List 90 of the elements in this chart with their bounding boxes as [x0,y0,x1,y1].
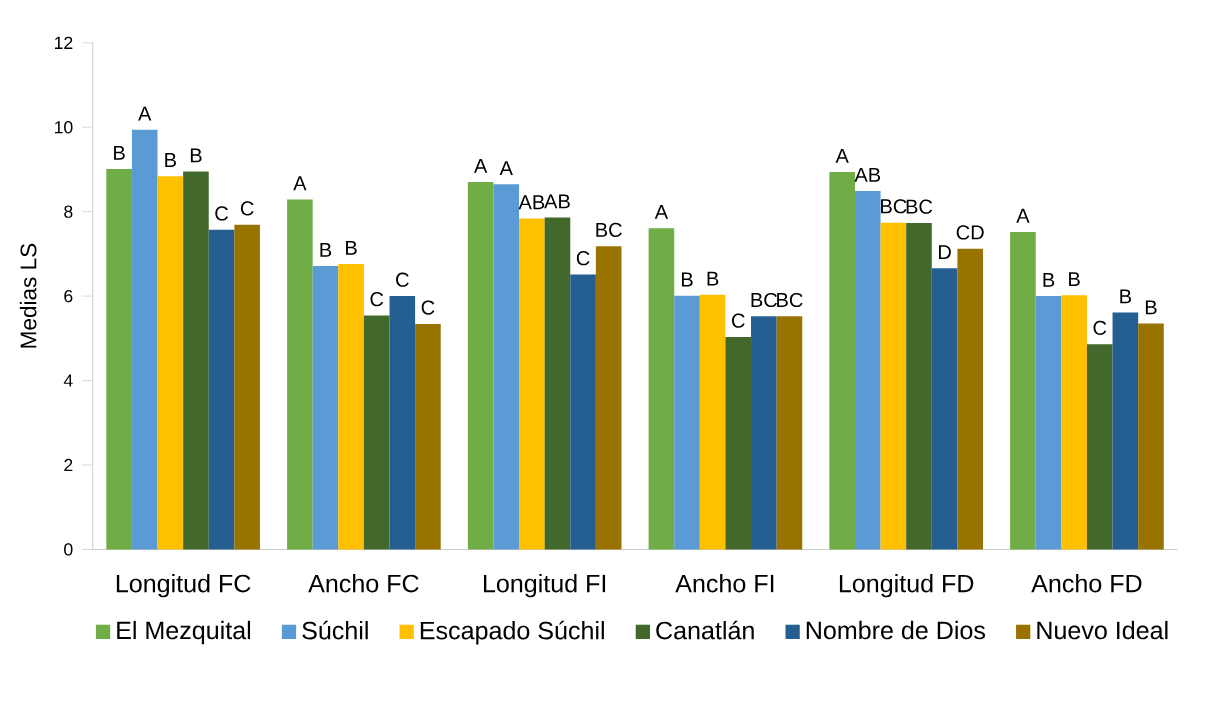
data-label: CD [956,225,984,240]
y-tick-label: 0 [64,543,73,556]
bar [957,249,983,550]
data-label: C [396,272,409,288]
data-label: C [576,251,590,266]
bar [338,264,364,550]
bar [854,191,881,550]
legend-label: Súchil [302,620,368,640]
data-label: BC [751,293,778,308]
data-label: B [707,271,719,286]
bar [776,316,803,550]
data-label: C [732,313,745,328]
data-label: A [138,106,152,121]
bar [415,324,441,550]
data-label: B [681,272,693,287]
bar [880,222,907,550]
bar [751,316,777,550]
data-label: A [654,205,669,220]
y-tick-label: 12 [55,36,73,50]
bar [234,224,260,550]
data-label: C [1093,320,1107,336]
data-label: C [215,206,229,221]
bar [1086,344,1113,550]
data-label: A [473,159,488,174]
bar [287,199,313,550]
x-tick-label: Longitud FD [839,574,974,598]
data-label: C [240,201,254,216]
data-label: C [370,292,384,307]
y-axis-title: Medias LS [19,244,37,348]
bar [1010,232,1036,550]
bar [363,315,390,550]
bar [699,295,726,550]
data-label: B [1069,272,1080,287]
legend-label: Nuevo Ideal [1037,621,1168,640]
x-tick-label: Longitud FC [116,574,251,598]
bar [570,274,596,550]
data-label: B [1145,300,1157,315]
x-tick-label: Ancho FD [1031,574,1142,593]
legend-label: Canatlán [656,620,754,640]
bar [544,217,571,550]
bar [674,295,700,550]
data-label: BC [881,199,907,214]
legend-label: Escapado Súchil [420,620,604,645]
bar [1061,295,1087,550]
bar [1035,296,1062,550]
data-label: B [1120,289,1131,304]
bar [1138,323,1164,550]
legend-label: El Mezquital [117,621,251,645]
y-tick-label: 4 [63,374,73,387]
bar [389,296,416,550]
data-label: B [320,243,332,258]
x-tick-label: Ancho FC [308,574,419,593]
x-tick-label: Ancho FI [675,574,774,593]
bar [906,223,932,550]
bar [519,218,545,550]
x-tick-label: Longitud FI [483,574,606,598]
data-label: B [114,146,125,160]
data-label: A [1016,209,1030,223]
data-label: BC [596,223,622,238]
y-tick-label: 8 [64,205,73,219]
bar [106,169,132,550]
data-label: AB [544,194,570,209]
bar [648,228,675,550]
data-label: B [190,148,202,163]
data-label: C [421,300,435,315]
bar [183,171,209,550]
y-tick-label: 6 [64,290,73,303]
bar [467,182,494,550]
bar [725,337,752,550]
data-label: D [939,245,951,260]
data-label: B [165,153,176,168]
bar [931,268,958,550]
data-label: A [293,176,307,191]
bar [1112,312,1139,550]
bar [312,266,339,550]
data-label: A [835,149,849,163]
data-label: A [499,161,513,176]
data-label: BC [906,199,933,215]
bar [131,130,158,550]
data-label: B [346,241,357,255]
bar [157,176,184,550]
y-tick-label: 10 [55,121,73,134]
bar [829,172,855,550]
data-label: BC [777,293,803,308]
data-label: B [1043,273,1055,288]
bar [208,230,235,550]
bar [595,246,622,550]
legend-label: Nombre de Dios [806,621,986,640]
y-tick-label: 2 [64,459,73,472]
bar [493,184,520,550]
